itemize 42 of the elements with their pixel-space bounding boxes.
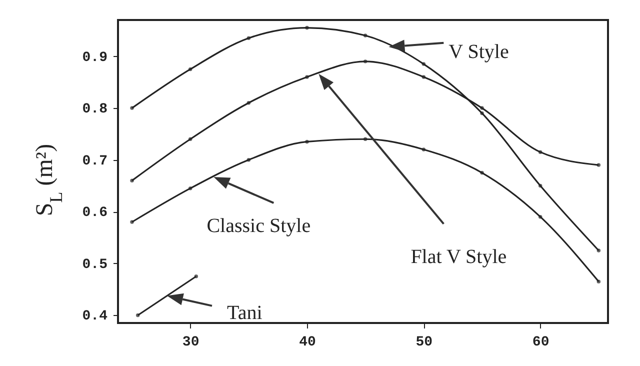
point xyxy=(363,137,368,141)
y-tick-label: 0.9 xyxy=(82,50,108,66)
y-tick-label: 0.5 xyxy=(82,256,108,273)
point xyxy=(596,280,601,284)
point xyxy=(538,184,542,188)
point xyxy=(246,36,251,40)
point xyxy=(538,150,542,154)
x-tick-label: 30 xyxy=(182,334,200,350)
point xyxy=(480,170,484,175)
point xyxy=(363,60,368,64)
point xyxy=(596,248,601,252)
point xyxy=(422,75,426,79)
point xyxy=(136,313,140,318)
y-tick-label: 0.6 xyxy=(82,205,108,222)
point xyxy=(188,186,192,190)
point xyxy=(538,214,542,219)
point xyxy=(246,158,251,162)
point xyxy=(130,178,134,182)
point xyxy=(480,111,484,116)
point xyxy=(194,274,198,278)
point xyxy=(422,62,426,66)
series-label: Tani xyxy=(227,302,263,324)
point xyxy=(596,163,601,167)
point xyxy=(130,106,134,110)
y-tick-label: 0.8 xyxy=(82,102,108,118)
y-tick-label: 0.7 xyxy=(82,153,108,170)
y-tick-label: 0.4 xyxy=(82,308,108,325)
point xyxy=(305,140,309,144)
point xyxy=(188,67,192,72)
series-label: V Style xyxy=(448,40,509,63)
point xyxy=(480,106,484,110)
x-tick-label: 60 xyxy=(532,334,550,350)
text: Flat V Style xyxy=(410,246,507,268)
point xyxy=(188,137,192,141)
x-tick-label: 50 xyxy=(416,334,433,350)
point xyxy=(422,148,426,152)
series-label: Classic Style xyxy=(206,214,311,237)
point xyxy=(363,34,368,38)
point xyxy=(246,101,251,105)
point xyxy=(305,75,309,79)
x-tick-label: 40 xyxy=(299,334,316,350)
point xyxy=(130,220,134,224)
